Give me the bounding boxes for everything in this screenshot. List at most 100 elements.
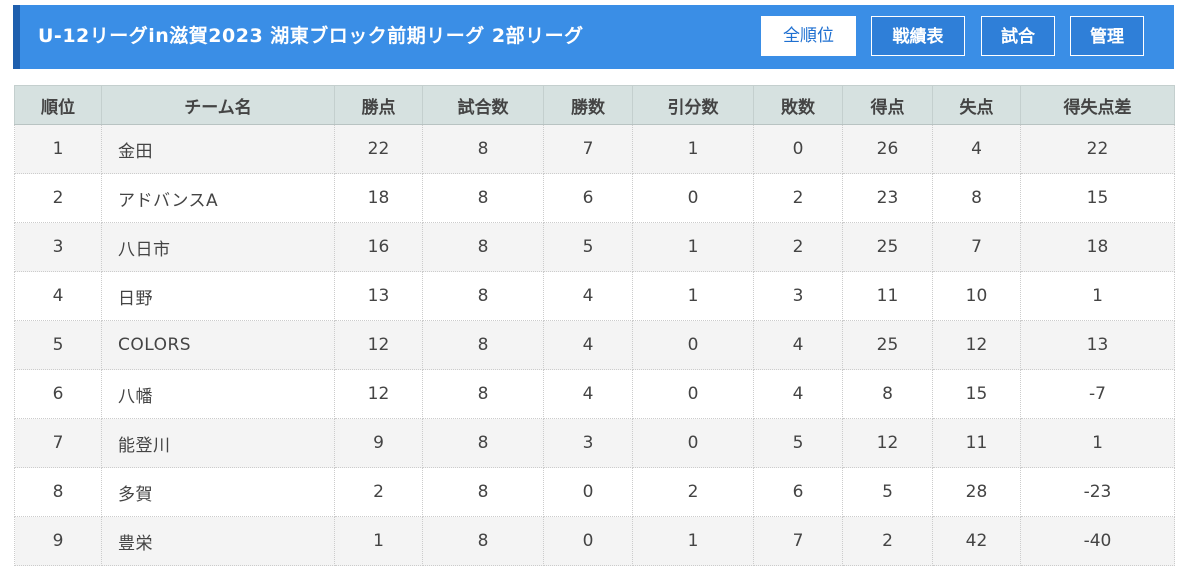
cell-team: 能登川 <box>101 418 335 468</box>
table-row: 6 八幡 12 8 4 0 4 8 15 -7 <box>14 369 1175 419</box>
cell-draws: 0 <box>632 369 754 419</box>
cell-goals-against: 8 <box>932 173 1021 223</box>
cell-rank: 9 <box>14 516 102 566</box>
cell-rank: 8 <box>14 467 102 517</box>
cell-goal-diff: 15 <box>1020 173 1175 223</box>
table-row: 4 日野 13 8 4 1 3 11 10 1 <box>14 271 1175 321</box>
cell-team: アドバンスA <box>101 173 335 223</box>
cell-wins: 7 <box>543 124 633 174</box>
cell-goal-diff: 18 <box>1020 222 1175 272</box>
cell-goals-against: 15 <box>932 369 1021 419</box>
col-header-points: 勝点 <box>334 85 423 125</box>
cell-points: 12 <box>334 320 423 370</box>
results-table-button[interactable]: 戦績表 <box>871 16 965 56</box>
cell-points: 2 <box>334 467 423 517</box>
col-header-team: チーム名 <box>101 85 335 125</box>
cell-goal-diff: 1 <box>1020 418 1175 468</box>
col-header-draws: 引分数 <box>632 85 754 125</box>
cell-wins: 6 <box>543 173 633 223</box>
cell-points: 16 <box>334 222 423 272</box>
table-row: 3 八日市 16 8 5 1 2 25 7 18 <box>14 222 1175 272</box>
table-row: 1 金田 22 8 7 1 0 26 4 22 <box>14 124 1175 174</box>
cell-draws: 0 <box>632 418 754 468</box>
all-standings-button[interactable]: 全順位 <box>761 16 856 56</box>
col-header-goal-diff: 得失点差 <box>1020 85 1175 125</box>
cell-goals-for: 25 <box>842 320 933 370</box>
cell-played: 8 <box>422 222 544 272</box>
cell-points: 1 <box>334 516 423 566</box>
cell-draws: 1 <box>632 222 754 272</box>
cell-goal-diff: 22 <box>1020 124 1175 174</box>
cell-losses: 6 <box>753 467 843 517</box>
cell-played: 8 <box>422 320 544 370</box>
cell-goals-for: 26 <box>842 124 933 174</box>
cell-goals-for: 8 <box>842 369 933 419</box>
cell-goals-against: 7 <box>932 222 1021 272</box>
table-row: 9 豊栄 1 8 0 1 7 2 42 -40 <box>14 516 1175 566</box>
table-row: 8 多賀 2 8 0 2 6 5 28 -23 <box>14 467 1175 517</box>
cell-played: 8 <box>422 516 544 566</box>
table-row: 7 能登川 9 8 3 0 5 12 11 1 <box>14 418 1175 468</box>
cell-rank: 4 <box>14 271 102 321</box>
cell-played: 8 <box>422 173 544 223</box>
cell-losses: 2 <box>753 222 843 272</box>
cell-rank: 3 <box>14 222 102 272</box>
cell-team: 八幡 <box>101 369 335 419</box>
table-header-row: 順位 チーム名 勝点 試合数 勝数 引分数 敗数 得点 失点 得失点差 <box>14 85 1175 125</box>
col-header-rank: 順位 <box>14 85 102 125</box>
cell-goals-for: 25 <box>842 222 933 272</box>
cell-goal-diff: 13 <box>1020 320 1175 370</box>
cell-losses: 7 <box>753 516 843 566</box>
cell-played: 8 <box>422 467 544 517</box>
cell-rank: 2 <box>14 173 102 223</box>
cell-wins: 0 <box>543 516 633 566</box>
col-header-played: 試合数 <box>422 85 544 125</box>
cell-goals-for: 23 <box>842 173 933 223</box>
cell-losses: 4 <box>753 369 843 419</box>
cell-wins: 4 <box>543 369 633 419</box>
cell-goal-diff: 1 <box>1020 271 1175 321</box>
cell-goals-for: 5 <box>842 467 933 517</box>
cell-draws: 0 <box>632 320 754 370</box>
cell-wins: 0 <box>543 467 633 517</box>
cell-team: 多賀 <box>101 467 335 517</box>
cell-losses: 5 <box>753 418 843 468</box>
cell-goals-against: 12 <box>932 320 1021 370</box>
cell-points: 13 <box>334 271 423 321</box>
cell-draws: 0 <box>632 173 754 223</box>
col-header-wins: 勝数 <box>543 85 633 125</box>
col-header-goals-for: 得点 <box>842 85 933 125</box>
cell-goal-diff: -40 <box>1020 516 1175 566</box>
standings-table: 順位 チーム名 勝点 試合数 勝数 引分数 敗数 得点 失点 得失点差 1 金田… <box>14 85 1175 566</box>
cell-goal-diff: -7 <box>1020 369 1175 419</box>
cell-losses: 4 <box>753 320 843 370</box>
matches-button[interactable]: 試合 <box>981 16 1055 56</box>
cell-team: 日野 <box>101 271 335 321</box>
cell-goals-for: 12 <box>842 418 933 468</box>
cell-points: 12 <box>334 369 423 419</box>
cell-goals-against: 11 <box>932 418 1021 468</box>
cell-draws: 2 <box>632 467 754 517</box>
cell-points: 22 <box>334 124 423 174</box>
cell-wins: 4 <box>543 320 633 370</box>
cell-played: 8 <box>422 271 544 321</box>
cell-draws: 1 <box>632 271 754 321</box>
cell-rank: 7 <box>14 418 102 468</box>
cell-goals-against: 28 <box>932 467 1021 517</box>
cell-losses: 2 <box>753 173 843 223</box>
cell-wins: 5 <box>543 222 633 272</box>
table-row: 2 アドバンスA 18 8 6 0 2 23 8 15 <box>14 173 1175 223</box>
league-title: U-12リーグin滋賀2023 湖東ブロック前期リーグ 2部リーグ <box>38 25 584 47</box>
cell-rank: 5 <box>14 320 102 370</box>
cell-rank: 1 <box>14 124 102 174</box>
cell-wins: 4 <box>543 271 633 321</box>
cell-played: 8 <box>422 369 544 419</box>
cell-played: 8 <box>422 418 544 468</box>
cell-points: 18 <box>334 173 423 223</box>
manage-button[interactable]: 管理 <box>1070 16 1144 56</box>
cell-goals-for: 11 <box>842 271 933 321</box>
cell-goals-against: 4 <box>932 124 1021 174</box>
cell-goals-against: 42 <box>932 516 1021 566</box>
cell-losses: 3 <box>753 271 843 321</box>
cell-goals-for: 2 <box>842 516 933 566</box>
